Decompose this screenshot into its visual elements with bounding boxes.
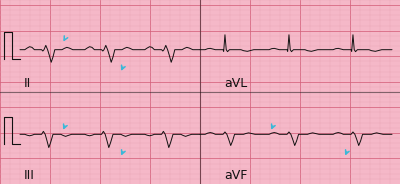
Text: aVL: aVL bbox=[224, 77, 247, 90]
Text: III: III bbox=[24, 169, 35, 182]
Text: aVF: aVF bbox=[224, 169, 247, 182]
Text: II: II bbox=[24, 77, 31, 90]
